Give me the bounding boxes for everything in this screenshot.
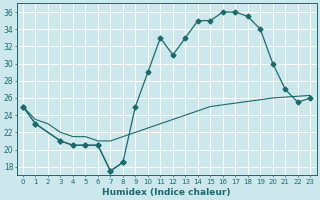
X-axis label: Humidex (Indice chaleur): Humidex (Indice chaleur) [102,188,231,197]
